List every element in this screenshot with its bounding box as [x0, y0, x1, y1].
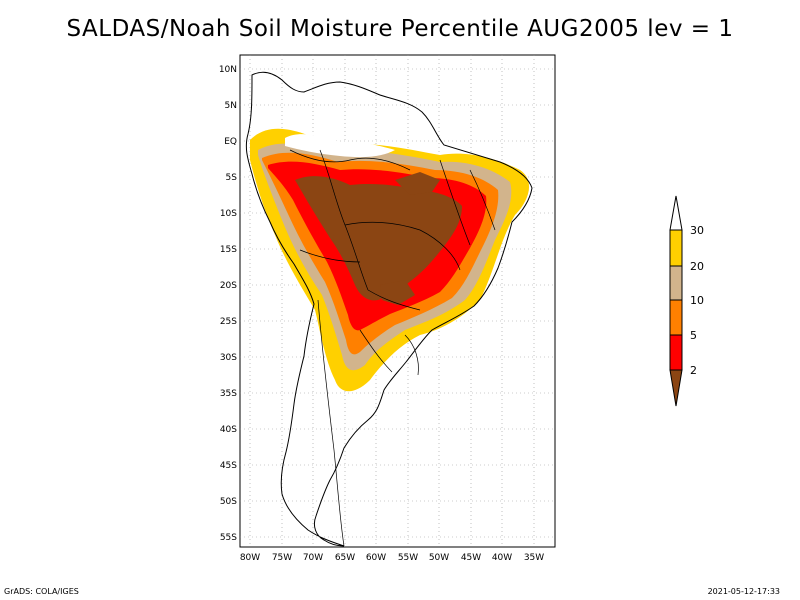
lon-tick: 55W — [398, 553, 418, 563]
lat-tick: 40S — [220, 425, 237, 435]
lon-tick: 70W — [303, 553, 323, 563]
lat-tick: 15S — [220, 245, 237, 255]
footer-credit: GrADS: COLA/IGES — [4, 587, 79, 596]
lat-tick: 25S — [220, 317, 237, 327]
lat-tick: EQ — [224, 137, 237, 147]
lat-tick: 10S — [220, 209, 237, 219]
lon-tick: 65W — [335, 553, 355, 563]
map-plot-frame — [239, 54, 556, 548]
country-borders — [289, 149, 496, 547]
lat-tick: 35S — [220, 389, 237, 399]
map-title: SALDAS/Noah Soil Moisture Percentile AUG… — [66, 16, 734, 42]
lat-tick: 50S — [220, 497, 237, 507]
lon-tick: 50W — [429, 553, 449, 563]
lon-tick: 40W — [492, 553, 512, 563]
field-over30-north — [285, 134, 395, 158]
field-under-2-patch2 — [380, 280, 415, 305]
lon-tick: 60W — [366, 553, 386, 563]
colorbar-label: 2 — [690, 364, 697, 377]
colorbar-label: 10 — [690, 294, 704, 307]
colorbar-label: 5 — [690, 329, 697, 342]
colorbar — [669, 195, 683, 407]
colorbar-under2 — [669, 369, 683, 407]
lat-tick: 10N — [219, 65, 237, 75]
colorbar-over30 — [669, 195, 683, 231]
colorbar-2-5 — [669, 334, 683, 371]
lat-tick: 5S — [226, 173, 238, 183]
lat-tick: 45S — [220, 461, 237, 471]
lat-tick: 5N — [225, 101, 237, 111]
lon-tick: 45W — [461, 553, 481, 563]
lat-tick: 30S — [220, 353, 237, 363]
colorbar-10-20 — [669, 265, 683, 301]
lat-tick: 20S — [220, 281, 237, 291]
lon-tick-labels: 80W 75W 70W 65W 60W 55W 50W 45W 40W 35W — [240, 553, 544, 563]
lon-tick: 75W — [272, 553, 292, 563]
coastline — [245, 71, 533, 547]
lon-tick: 35W — [524, 553, 544, 563]
field-under-2 — [295, 176, 462, 301]
colorbar-label: 20 — [690, 260, 704, 273]
lat-tick-labels: 10N 5N EQ 5S 10S 15S 20S 25S 30S 35S 40S… — [219, 65, 237, 543]
colorbar-5-10 — [669, 299, 683, 336]
colorbar-labels: 30 20 10 5 2 — [690, 224, 704, 377]
footer-timestamp: 2021-05-12-17:33 — [707, 587, 780, 596]
lon-tick: 80W — [240, 553, 260, 563]
soil-moisture-field — [250, 128, 530, 392]
field-under-2-patch — [395, 172, 440, 195]
lat-tick: 55S — [220, 533, 237, 543]
colorbar-20-30 — [669, 229, 683, 267]
colorbar-label: 30 — [690, 224, 704, 237]
